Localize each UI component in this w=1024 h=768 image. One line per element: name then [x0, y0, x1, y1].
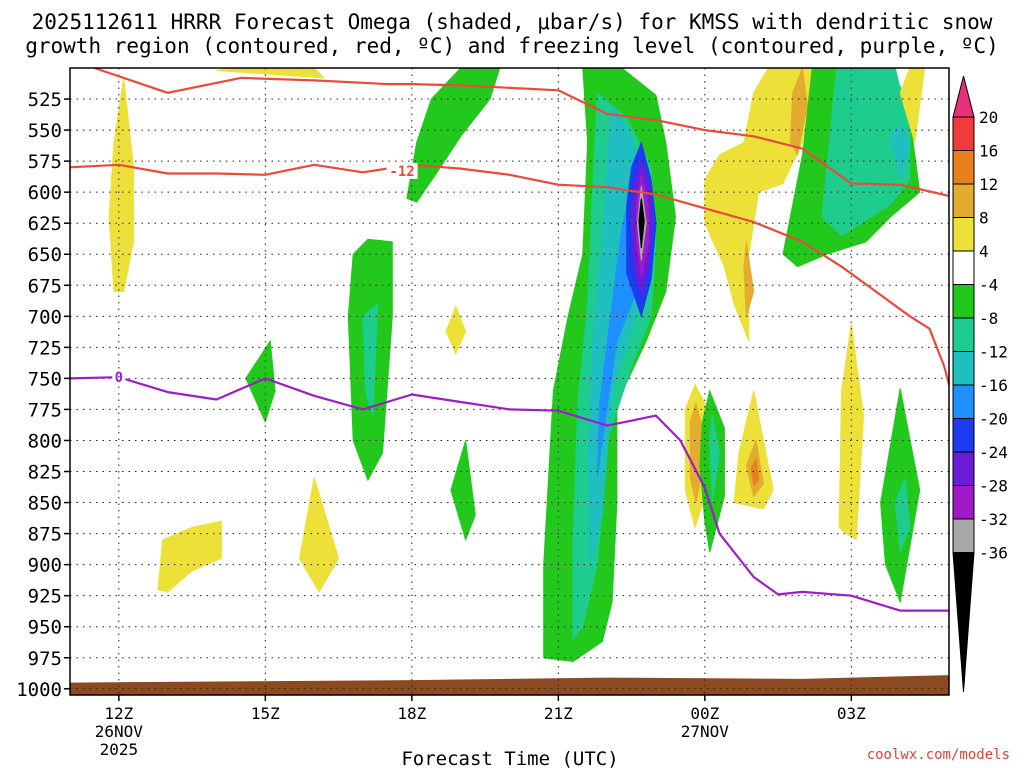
omega-region-31	[889, 122, 911, 180]
colorbar-label-16: 16	[979, 142, 998, 161]
y-axis-ticks: 525 550 575 600 625 650 675 700 725 750 775 800 825 8…	[16, 89, 70, 701]
y-tick-label-825: 825	[28, 462, 62, 484]
colorbar-label-8: 8	[979, 209, 989, 228]
colorbar-label--24: -24	[979, 443, 1008, 462]
colorbar-bin-16-20	[952, 116, 975, 151]
contour-line-0	[70, 163, 949, 385]
colorbar-bottom-arrow	[952, 552, 975, 693]
omega-region-35	[894, 477, 911, 553]
chart-title-line-2: growth region (contoured, red, ºC) and f…	[25, 34, 999, 58]
y-tick-label-950: 950	[28, 617, 62, 639]
colorbar-bin--16--12	[952, 351, 975, 386]
y-tick-label-525: 525	[28, 89, 62, 111]
contour-lines	[70, 68, 949, 612]
y-tick-label-750: 750	[28, 368, 62, 390]
omega-region-19	[704, 68, 813, 342]
terrain-area	[70, 675, 949, 695]
y-tick-label-575: 575	[28, 151, 62, 173]
y-tick-label-875: 875	[28, 524, 62, 546]
omega-region-2	[298, 477, 340, 593]
colorbar-label--36: -36	[979, 544, 1008, 563]
omega-region-9	[406, 68, 501, 203]
colorbar-bin--4-4	[952, 250, 975, 285]
y-tick-label-625: 625	[28, 213, 62, 235]
colorbar-bin-4-8	[952, 217, 975, 252]
chart-title-line-1: 2025112611 HRRR Forecast Omega (shaded, …	[31, 10, 993, 34]
colorbar-bin--28--24	[952, 451, 975, 486]
omega-region-8	[450, 440, 476, 542]
contour-line-2	[70, 376, 949, 612]
x-tick-sub1-12Z: 26NOV	[95, 722, 144, 741]
colorbar-bin-8-12	[952, 183, 975, 218]
colorbar-bin-12-16	[952, 150, 975, 185]
colorbar-label--8: -8	[979, 309, 998, 328]
x-tick-sub1-00Z: 27NOV	[681, 722, 730, 741]
y-tick-label-775: 775	[28, 399, 62, 421]
omega-region-21	[743, 241, 755, 317]
y-tick-label-975: 975	[28, 648, 62, 670]
colorbar-bin--32--28	[952, 485, 975, 520]
contour-label-0: -12	[389, 164, 414, 180]
omega-region-20	[789, 68, 808, 157]
x-tick-label-12Z: 12Z	[104, 704, 133, 723]
omega-region-25	[709, 415, 721, 503]
contour-label-1: 0	[115, 370, 123, 386]
y-tick-label-925: 925	[28, 586, 62, 608]
colorbar-top-arrow	[952, 75, 975, 118]
colorbar-label-20: 20	[979, 108, 998, 127]
y-tick-label-1000: 1000	[16, 679, 62, 701]
x-tick-label-18Z: 18Z	[397, 704, 426, 723]
omega-region-30	[821, 68, 911, 237]
omega-region-18	[638, 198, 645, 249]
colorbar-label--12: -12	[979, 343, 1008, 362]
omega-region-3	[216, 68, 326, 79]
colorbar-label--20: -20	[979, 410, 1008, 429]
colorbar-bin--12--8	[952, 317, 975, 352]
credit-text: coolwx.com/models	[866, 747, 1010, 763]
colorbar-bin--36--32	[952, 518, 975, 553]
contour-line-1	[94, 68, 949, 197]
colorbar-label--4: -4	[979, 276, 998, 295]
contour-label-bg-0	[386, 163, 418, 180]
omega-region-33	[899, 68, 926, 143]
x-tick-label-00Z: 00Z	[690, 704, 719, 723]
contour-labels: -12 0	[112, 163, 418, 386]
omega-region-4	[445, 305, 467, 355]
omega-region-28	[750, 457, 760, 487]
colorbar-bin--24--20	[952, 418, 975, 453]
terrain-ground	[70, 675, 949, 695]
x-tick-label-15Z: 15Z	[251, 704, 280, 723]
x-tick-label-21Z: 21Z	[544, 704, 573, 723]
colorbar-label-12: 12	[979, 175, 998, 194]
y-tick-label-550: 550	[28, 120, 62, 142]
y-tick-label-600: 600	[28, 182, 62, 204]
plot-frame	[69, 67, 950, 696]
omega-region-32	[838, 323, 865, 541]
colorbar-label--28: -28	[979, 477, 1008, 496]
omega-region-1	[157, 520, 222, 593]
colorbar-bin--20--16	[952, 384, 975, 419]
colorbar-label-4: 4	[979, 242, 989, 261]
colorbar-label--16: -16	[979, 376, 1008, 395]
x-tick-label-03Z: 03Z	[837, 704, 866, 723]
y-tick-label-900: 900	[28, 555, 62, 577]
y-tick-label-650: 650	[28, 244, 62, 266]
x-tick-sub2-12Z: 2025	[100, 740, 139, 759]
y-tick-label-800: 800	[28, 430, 62, 452]
y-tick-label-700: 700	[28, 306, 62, 328]
omega-region-7	[362, 302, 379, 416]
y-tick-label-675: 675	[28, 275, 62, 297]
contour-label-bg-1	[112, 369, 126, 386]
y-tick-label-725: 725	[28, 337, 62, 359]
y-tick-label-850: 850	[28, 493, 62, 515]
colorbar-label--32: -32	[979, 510, 1008, 529]
colorbar-bin--8--4	[952, 284, 975, 319]
omega-region-0	[108, 77, 134, 292]
colorbar-legend: 20 16 12 8 4 -4 -8 -12 -16 -20 -24 -28 -32 -36	[952, 75, 1008, 693]
omega-shading	[108, 68, 926, 663]
x-axis-label: Forecast Time (UTC)	[401, 748, 618, 768]
